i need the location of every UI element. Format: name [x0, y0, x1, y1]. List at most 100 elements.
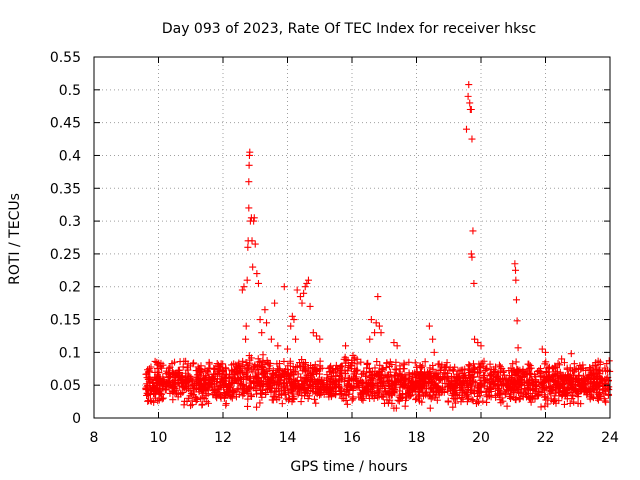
data-point	[210, 375, 218, 383]
data-point	[505, 392, 513, 400]
data-point	[546, 388, 554, 396]
data-point	[216, 364, 224, 372]
data-point	[497, 399, 505, 407]
data-point	[217, 360, 225, 368]
data-point	[180, 357, 188, 365]
data-point	[443, 359, 451, 367]
data-point	[429, 335, 437, 343]
data-point	[143, 389, 151, 397]
data-point	[290, 367, 298, 375]
data-point	[507, 364, 515, 372]
data-point	[459, 378, 467, 386]
data-point	[190, 359, 198, 367]
data-point	[564, 371, 572, 379]
data-point	[426, 392, 434, 400]
data-point	[256, 357, 264, 365]
data-point	[195, 388, 203, 396]
y-tick-label: 0.35	[50, 181, 81, 197]
data-point	[174, 393, 182, 401]
data-point	[229, 386, 237, 394]
y-tick-label: 0.2	[59, 280, 81, 296]
data-point	[153, 371, 161, 379]
data-point	[253, 270, 261, 278]
data-point	[252, 372, 260, 380]
data-point	[347, 383, 355, 391]
data-point	[392, 366, 400, 374]
data-point	[601, 385, 609, 393]
data-point	[396, 378, 404, 386]
x-axis-label: GPS time / hours	[290, 459, 407, 475]
data-point	[461, 365, 469, 373]
data-point	[344, 367, 352, 375]
data-point	[247, 391, 255, 399]
data-point	[529, 394, 537, 402]
data-point	[512, 358, 520, 366]
data-point	[355, 393, 363, 401]
data-point	[291, 383, 299, 391]
data-point	[451, 399, 459, 407]
data-point	[385, 371, 393, 379]
data-point	[302, 376, 310, 384]
data-point	[258, 369, 266, 377]
data-point	[377, 329, 385, 337]
data-point	[538, 345, 546, 353]
data-point	[437, 376, 445, 384]
data-point	[569, 380, 577, 388]
data-point	[596, 358, 604, 366]
data-point	[224, 391, 232, 399]
data-point	[362, 387, 370, 395]
y-tick-label: 0.55	[50, 50, 81, 66]
data-point	[558, 391, 566, 399]
data-point	[256, 380, 264, 388]
data-point	[452, 380, 460, 388]
data-point	[514, 344, 522, 352]
data-point	[542, 358, 550, 366]
data-point	[239, 392, 247, 400]
data-point	[279, 369, 287, 377]
data-point	[377, 372, 385, 380]
data-point	[459, 387, 467, 395]
data-point	[512, 276, 520, 284]
data-point	[242, 335, 250, 343]
data-point	[525, 379, 533, 387]
data-point	[559, 374, 567, 382]
data-point	[470, 390, 478, 398]
data-point	[470, 377, 478, 385]
data-point	[489, 378, 497, 386]
data-point	[376, 361, 384, 369]
data-point	[451, 390, 459, 398]
data-point	[166, 389, 174, 397]
data-point	[268, 370, 276, 378]
data-point	[566, 364, 574, 372]
data-point	[289, 390, 297, 398]
data-point	[252, 366, 260, 374]
x-tick-label: 12	[214, 430, 232, 446]
data-point	[367, 380, 375, 388]
data-point	[589, 385, 597, 393]
data-point	[244, 243, 252, 251]
data-point	[429, 361, 437, 369]
data-point	[371, 379, 379, 387]
data-point	[383, 372, 391, 380]
data-point	[237, 375, 245, 383]
data-point	[234, 385, 242, 393]
data-point	[543, 364, 551, 372]
data-point	[449, 403, 457, 411]
data-point	[170, 387, 178, 395]
data-point	[293, 286, 301, 294]
data-point	[304, 276, 312, 284]
data-point	[244, 395, 252, 403]
data-point	[256, 316, 264, 324]
data-point	[297, 398, 305, 406]
data-point	[323, 379, 331, 387]
data-point	[537, 403, 545, 411]
data-point	[508, 368, 516, 376]
data-point	[540, 385, 548, 393]
data-point	[523, 393, 531, 401]
data-point	[198, 400, 206, 408]
data-point	[511, 260, 519, 268]
data-point	[363, 372, 371, 380]
data-point	[578, 382, 586, 390]
data-point	[466, 99, 474, 107]
data-point	[454, 372, 462, 380]
